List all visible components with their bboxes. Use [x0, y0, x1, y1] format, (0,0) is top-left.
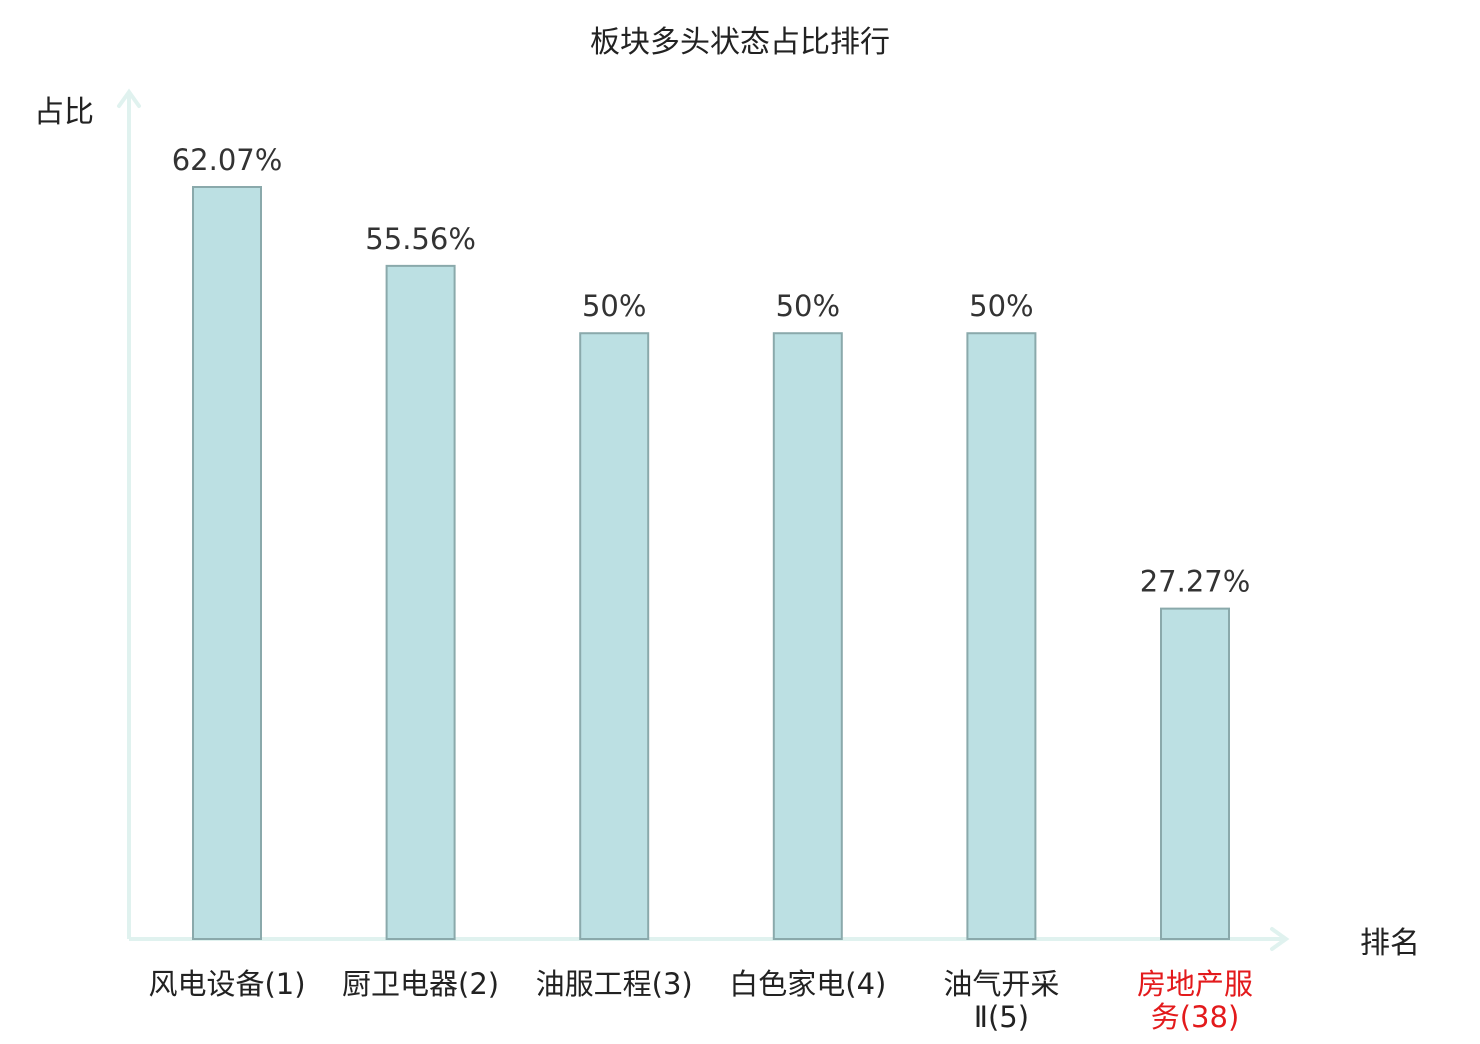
category-label-3: 油服工程(3): [536, 967, 693, 1001]
category-label-line: 务(38): [1151, 1000, 1240, 1034]
y-axis-label: 占比: [34, 95, 94, 130]
category-label-line: 房地产服: [1137, 967, 1253, 1001]
category-label-line: 白色家电(4): [729, 967, 886, 1001]
axes: [117, 88, 1290, 951]
x-axis-label: 排名: [1360, 926, 1420, 961]
value-label-2: 55.56%: [365, 222, 476, 256]
bars-group: [192, 186, 1230, 941]
bar-5: [966, 332, 1037, 941]
value-label-5: 50%: [969, 289, 1033, 323]
bar-3: [579, 332, 650, 941]
value-labels-group: 62.07% 55.56% 50% 50% 50% 27.27%: [172, 143, 1251, 599]
bar-2: [385, 264, 456, 940]
value-label-1: 62.07%: [172, 143, 283, 177]
category-label-2: 厨卫电器(2): [342, 967, 499, 1001]
category-label-line: 风电设备(1): [148, 967, 305, 1001]
category-label-line: 油气开采: [943, 967, 1059, 1001]
y-axis-arrow: [117, 88, 141, 108]
category-label-line: Ⅱ(5): [974, 1000, 1029, 1034]
bar-4: [772, 332, 843, 941]
value-label-6: 27.27%: [1140, 565, 1251, 599]
category-label-5: 油气开采 Ⅱ(5): [943, 967, 1059, 1034]
category-label-1: 风电设备(1): [148, 967, 305, 1001]
category-labels-group: 风电设备(1) 厨卫电器(2) 油服工程(3) 白色家电(4) 油气开采 Ⅱ(5) 房地产服…: [148, 967, 1253, 1034]
bar-1: [192, 186, 262, 940]
x-axis-arrow: [1270, 927, 1290, 951]
value-label-4: 50%: [776, 289, 840, 323]
category-label-6: 房地产服务(38): [1137, 967, 1253, 1034]
category-label-line: 厨卫电器(2): [342, 967, 499, 1001]
category-label-4: 白色家电(4): [729, 967, 886, 1001]
category-label-line: 油服工程(3): [536, 967, 693, 1001]
chart-title: 板块多头状态占比排行: [590, 25, 890, 60]
bar-6: [1160, 607, 1230, 940]
value-label-3: 50%: [582, 289, 646, 323]
